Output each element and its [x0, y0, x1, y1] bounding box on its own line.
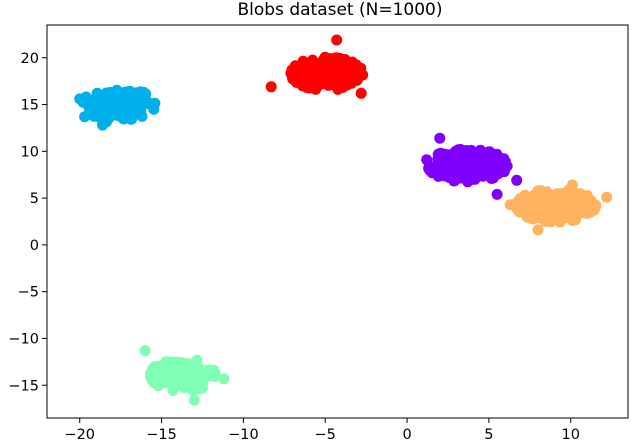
data-point — [542, 194, 554, 205]
data-point — [136, 110, 148, 122]
data-point — [355, 62, 367, 74]
data-point — [148, 362, 160, 374]
data-point — [472, 161, 484, 173]
data-point — [488, 162, 500, 174]
data-point — [601, 191, 613, 203]
data-point — [436, 157, 448, 169]
data-point — [321, 75, 333, 87]
data-point — [293, 70, 304, 82]
data-point — [194, 375, 206, 387]
data-point — [74, 93, 86, 105]
y-tick-label: 0 — [30, 238, 39, 254]
data-point — [139, 345, 151, 357]
x-tick-label: −20 — [64, 427, 95, 443]
data-point — [265, 81, 277, 93]
data-point — [218, 373, 230, 385]
data-point — [102, 102, 114, 114]
x-tick-label: 0 — [402, 427, 411, 443]
data-point — [585, 194, 597, 206]
cluster-4 — [504, 179, 613, 236]
plot-frame — [46, 24, 629, 419]
data-point — [432, 170, 444, 182]
data-point — [307, 71, 319, 83]
y-tick-label: 20 — [21, 51, 39, 67]
data-point — [345, 66, 357, 78]
data-point — [89, 96, 101, 108]
data-point — [88, 110, 100, 122]
data-point — [450, 172, 462, 184]
cluster-3 — [421, 132, 523, 200]
data-point — [588, 204, 600, 216]
y-tick-label: −10 — [8, 331, 39, 347]
data-point — [481, 168, 492, 180]
data-point — [421, 154, 433, 166]
data-point — [460, 171, 472, 183]
data-point — [115, 97, 127, 108]
data-point — [476, 148, 488, 160]
data-point — [434, 132, 446, 144]
x-axis: −20 −15 −10 −5 0 5 10 — [64, 418, 580, 443]
data-point — [536, 206, 547, 218]
data-point — [297, 57, 308, 69]
data-point — [130, 87, 142, 99]
cluster-2 — [265, 34, 369, 99]
data-point — [121, 86, 133, 98]
y-tick-label: 10 — [21, 144, 39, 160]
data-point — [465, 144, 477, 156]
data-point — [568, 194, 580, 206]
y-tick-label: 15 — [21, 98, 39, 114]
data-point — [143, 98, 154, 110]
cluster-5 — [139, 345, 230, 406]
data-point — [309, 59, 321, 71]
data-point — [112, 87, 124, 99]
y-tick-label: 5 — [30, 191, 39, 207]
x-tick-label: 5 — [484, 427, 493, 443]
data-point — [159, 358, 170, 370]
data-point — [569, 213, 581, 225]
data-point — [524, 199, 536, 211]
data-point — [175, 357, 187, 368]
y-axis: −15 −10 −5 0 5 10 15 20 — [8, 51, 47, 394]
data-point — [187, 362, 199, 374]
x-tick-label: 10 — [561, 427, 579, 443]
data-point — [188, 394, 200, 406]
data-point — [491, 188, 503, 200]
data-point — [140, 88, 152, 100]
data-point — [101, 88, 113, 100]
data-point — [501, 160, 513, 172]
data-point — [319, 51, 331, 63]
data-point — [332, 58, 344, 70]
data-point — [332, 83, 344, 95]
data-points — [74, 34, 613, 406]
x-tick-label: −10 — [228, 427, 259, 443]
data-point — [444, 164, 456, 175]
data-point — [131, 95, 143, 107]
data-point — [460, 157, 472, 169]
chart-title: Blobs dataset (N=1000) — [237, 0, 442, 20]
data-point — [196, 366, 208, 378]
data-point — [209, 370, 221, 382]
data-point — [566, 179, 578, 191]
data-point — [97, 119, 109, 131]
data-point — [351, 74, 363, 86]
cluster-1 — [74, 84, 161, 131]
data-point — [539, 216, 551, 227]
y-tick-label: −15 — [8, 378, 39, 394]
data-point — [557, 199, 569, 211]
data-point — [331, 34, 343, 46]
data-point — [167, 369, 178, 381]
data-point — [152, 372, 164, 384]
data-point — [504, 199, 516, 211]
data-point — [514, 193, 526, 205]
x-tick-label: −15 — [146, 427, 177, 443]
data-point — [527, 213, 539, 225]
data-point — [355, 87, 367, 99]
data-point — [532, 224, 544, 236]
y-tick-label: −5 — [18, 285, 39, 301]
x-tick-label: −5 — [315, 427, 336, 443]
data-point — [511, 174, 523, 186]
data-point — [79, 111, 91, 123]
